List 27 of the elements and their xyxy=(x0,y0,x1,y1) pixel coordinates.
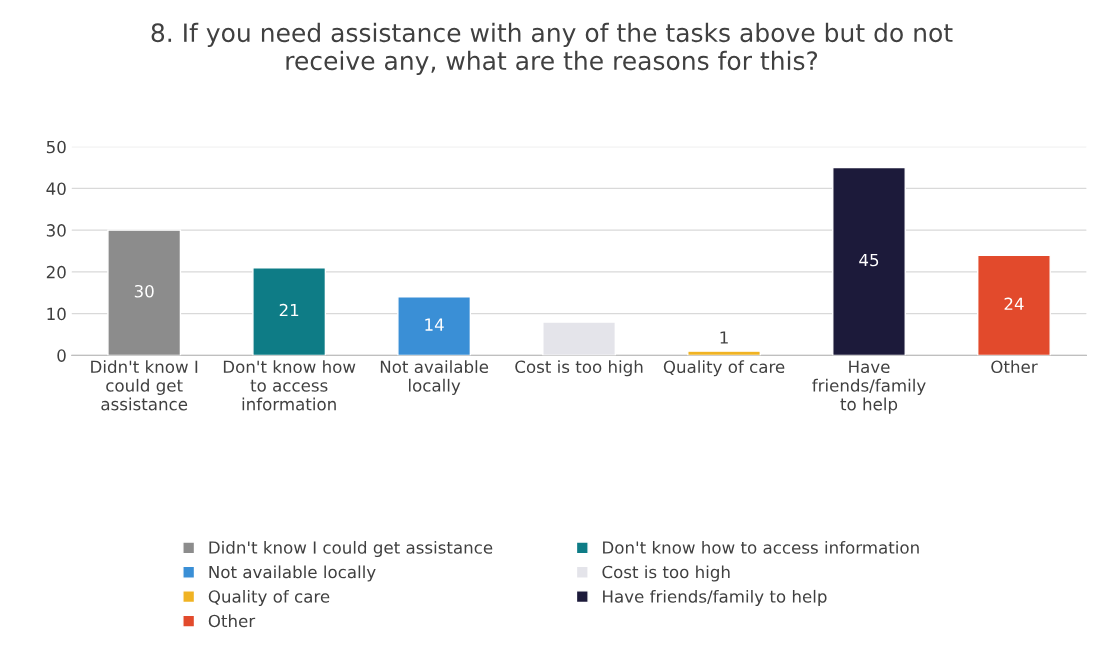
x-tick-label: Didn't know I could get assistance xyxy=(91,360,198,411)
data-label: 30 xyxy=(134,284,154,298)
y-tick-label: 50 xyxy=(46,140,66,154)
x-tick-label: Cost is too high xyxy=(515,360,643,377)
data-label: 1 xyxy=(720,331,728,344)
data-label: 45 xyxy=(859,253,879,267)
legend-label: Not available locally xyxy=(209,565,376,582)
chart-title: 8. If you need assistance with any of the tasks above but do not receive any, what are the reasons for this? xyxy=(151,22,953,76)
legend-label: Have friends/family to help xyxy=(603,589,827,607)
x-tick-label: Have friends/family to help xyxy=(812,360,926,414)
legend-label: Other xyxy=(208,614,256,628)
data-label: 21 xyxy=(279,303,299,317)
legend-label: Quality of care xyxy=(208,589,330,607)
x-tick-label: Quality of care xyxy=(663,360,785,377)
legend-label: Cost is too high xyxy=(602,565,730,582)
x-tick-label: Don't know how to access information xyxy=(223,360,356,411)
legend-label: Didn't know I could get assistance xyxy=(209,540,493,558)
x-tick-label: Not available locally xyxy=(380,360,489,395)
y-tick-label: 0 xyxy=(57,349,66,362)
x-tick-label: Other xyxy=(991,360,1038,374)
y-tick-label: 10 xyxy=(47,307,66,321)
y-tick-label: 30 xyxy=(46,224,66,237)
data-label: 24 xyxy=(1004,297,1024,310)
y-tick-label: 40 xyxy=(46,182,66,195)
legend-label: Don't know how to access information xyxy=(603,540,919,554)
data-label: 14 xyxy=(425,318,444,331)
y-tick-label: 20 xyxy=(46,265,66,279)
